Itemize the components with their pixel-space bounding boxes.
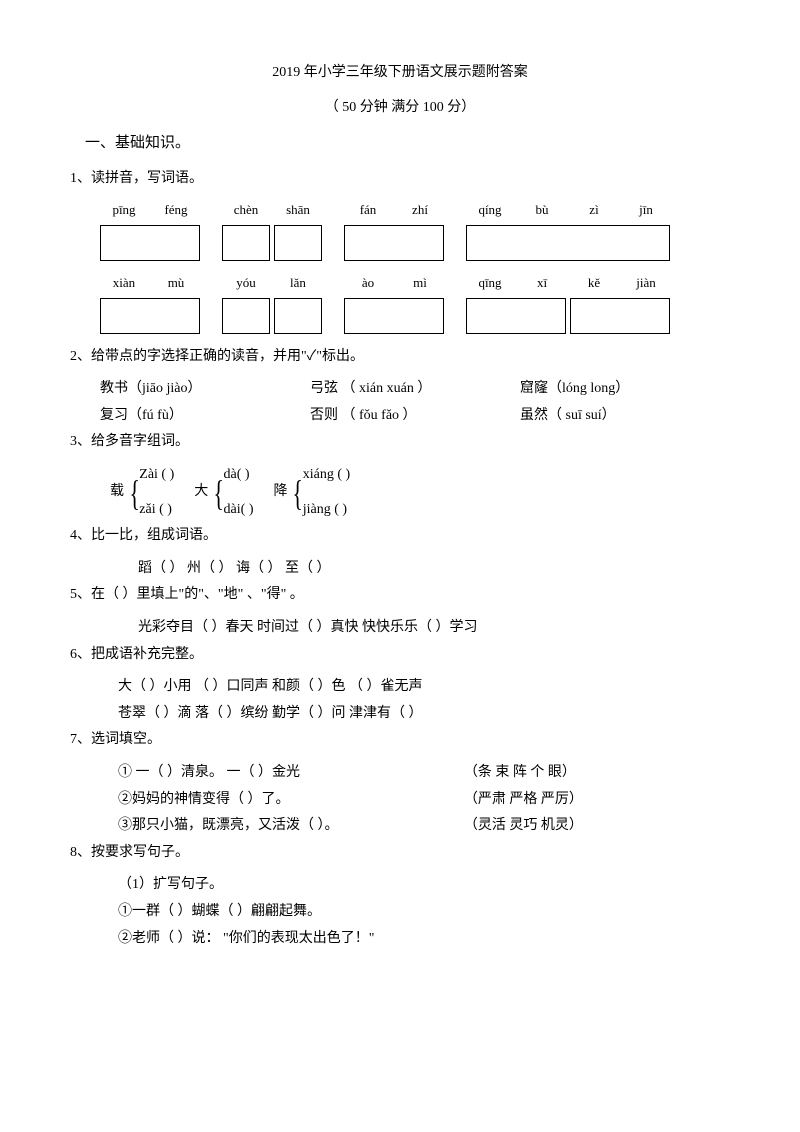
pinyin-cell: mù bbox=[152, 271, 200, 296]
q4-label: 4、比一比，组成词语。 bbox=[70, 523, 730, 550]
q8-sub1: （1）扩写句子。 bbox=[118, 872, 730, 899]
answer-box[interactable] bbox=[466, 298, 566, 334]
q4-line: 蹈（ ） 州（ ） 诲（ ） 至（ ） bbox=[138, 556, 730, 583]
pinyin-cell: chèn bbox=[222, 198, 270, 223]
q6-label: 6、把成语补充完整。 bbox=[70, 642, 730, 669]
q3-groups: 载 { Zài ( ) zǎi ( ) 大 { dà( ) dài( ) 降 {… bbox=[110, 462, 730, 523]
pinyin-cell: mì bbox=[396, 271, 444, 296]
pinyin-cell: fán bbox=[344, 198, 392, 223]
q7-options: （条 束 阵 个 眼） bbox=[464, 760, 730, 787]
pinyin-cell: yóu bbox=[222, 271, 270, 296]
brace-icon: { bbox=[129, 475, 139, 511]
q5-label: 5、在（ ）里填上"的"、"地" 、"得" 。 bbox=[70, 582, 730, 609]
answer-box-row-2 bbox=[100, 298, 730, 334]
q7-options: （严肃 严格 严厉） bbox=[464, 787, 730, 814]
pinyin-cell: shān bbox=[274, 198, 322, 223]
pinyin-cell: féng bbox=[152, 198, 200, 223]
answer-box[interactable] bbox=[274, 225, 322, 261]
q3-char1: 载 bbox=[110, 479, 124, 506]
q3-char3: 降 bbox=[273, 479, 287, 506]
q2-item: 弓弦 （ xián xuán ） bbox=[310, 376, 520, 403]
q3-blank[interactable]: Zài ( ) bbox=[139, 462, 174, 489]
q3-blank[interactable]: jiàng ( ) bbox=[303, 497, 350, 524]
pinyin-cell: zhí bbox=[396, 198, 444, 223]
q8-line2: ②老师（ ）说： "你们的表现太出色了！" bbox=[118, 926, 730, 953]
q5-line: 光彩夺目（ ）春天 时间过（ ）真快 快快乐乐（ ）学习 bbox=[138, 615, 730, 642]
q8-line1: ①一群（ ）蝴蝶（ ）翩翩起舞。 bbox=[118, 899, 730, 926]
q2-item: 窟窿（lóng long） bbox=[520, 376, 730, 403]
answer-box-row-1 bbox=[100, 225, 730, 261]
pinyin-cell: qīng bbox=[466, 271, 514, 296]
q2-item: 复习（fú fù） bbox=[100, 403, 310, 430]
document-title: 2019 年小学三年级下册语文展示题附答案 bbox=[70, 60, 730, 87]
q1-label: 1、读拼音，写词语。 bbox=[70, 166, 730, 193]
q7-row-1: ① 一（ ）清泉。 一（ ）金光 （条 束 阵 个 眼） bbox=[118, 760, 730, 787]
pinyin-cell: kě bbox=[570, 271, 618, 296]
answer-box[interactable] bbox=[222, 225, 270, 261]
q7-item: ②妈妈的神情变得（ ）了。 bbox=[118, 787, 464, 814]
pinyin-cell: qíng bbox=[466, 198, 514, 223]
pinyin-cell: bù bbox=[518, 198, 566, 223]
q2-label: 2、给带点的字选择正确的读音，并用"✓"标出。 bbox=[70, 344, 730, 371]
q3-blank[interactable]: zǎi ( ) bbox=[139, 497, 174, 524]
brace-icon: { bbox=[214, 475, 224, 511]
q2-item: 教书（jiāo jiào） bbox=[100, 376, 310, 403]
q7-label: 7、选词填空。 bbox=[70, 727, 730, 754]
q8-label: 8、按要求写句子。 bbox=[70, 840, 730, 867]
answer-box[interactable] bbox=[100, 298, 200, 334]
answer-box[interactable] bbox=[222, 298, 270, 334]
q7-row-3: ③那只小猫，既漂亮，又活泼（ ）。 （灵活 灵巧 机灵） bbox=[118, 813, 730, 840]
section-heading: 一、基础知识。 bbox=[70, 129, 730, 158]
q7-item: ③那只小猫，既漂亮，又活泼（ ）。 bbox=[118, 813, 464, 840]
answer-box[interactable] bbox=[344, 298, 444, 334]
q7-row-2: ②妈妈的神情变得（ ）了。 （严肃 严格 严厉） bbox=[118, 787, 730, 814]
answer-box[interactable] bbox=[274, 298, 322, 334]
pinyin-cell: jiàn bbox=[622, 271, 670, 296]
q6-line2: 苍翠（ ）滴 落（ ）缤纷 勤学（ ）问 津津有（ ） bbox=[118, 701, 730, 728]
q7-options: （灵活 灵巧 机灵） bbox=[464, 813, 730, 840]
answer-box[interactable] bbox=[344, 225, 444, 261]
q2-row-1: 教书（jiāo jiào） 弓弦 （ xián xuán ） 窟窿（lóng l… bbox=[100, 376, 730, 403]
pinyin-row-2: xiàn mù yóu lǎn ào mì qīng xī kě jiàn bbox=[100, 271, 730, 296]
pinyin-cell: jīn bbox=[622, 198, 670, 223]
q3-char2: 大 bbox=[194, 479, 208, 506]
answer-box[interactable] bbox=[100, 225, 200, 261]
pinyin-row-1: pīng féng chèn shān fán zhí qíng bù zì j… bbox=[100, 198, 730, 223]
pinyin-cell: lǎn bbox=[274, 271, 322, 296]
q2-item: 虽然（ suī suí） bbox=[520, 403, 730, 430]
q6-line1: 大（ ）小用 （ ）口同声 和颜（ ）色 （ ）雀无声 bbox=[118, 674, 730, 701]
q3-blank[interactable]: dà( ) bbox=[224, 462, 254, 489]
pinyin-cell: xī bbox=[518, 271, 566, 296]
q3-label: 3、给多音字组词。 bbox=[70, 429, 730, 456]
pinyin-cell: ào bbox=[344, 271, 392, 296]
pinyin-cell: xiàn bbox=[100, 271, 148, 296]
q3-blank[interactable]: dài( ) bbox=[224, 497, 254, 524]
brace-icon: { bbox=[293, 475, 303, 511]
pinyin-cell: zì bbox=[570, 198, 618, 223]
pinyin-cell: pīng bbox=[100, 198, 148, 223]
q3-blank[interactable]: xiáng ( ) bbox=[303, 462, 350, 489]
answer-box[interactable] bbox=[570, 298, 670, 334]
answer-box[interactable] bbox=[466, 225, 670, 261]
q2-row-2: 复习（fú fù） 否则 （ fǒu fǎo ） 虽然（ suī suí） bbox=[100, 403, 730, 430]
document-subtitle: （ 50 分钟 满分 100 分） bbox=[70, 95, 730, 122]
q2-item: 否则 （ fǒu fǎo ） bbox=[310, 403, 520, 430]
q7-item: ① 一（ ）清泉。 一（ ）金光 bbox=[118, 760, 464, 787]
